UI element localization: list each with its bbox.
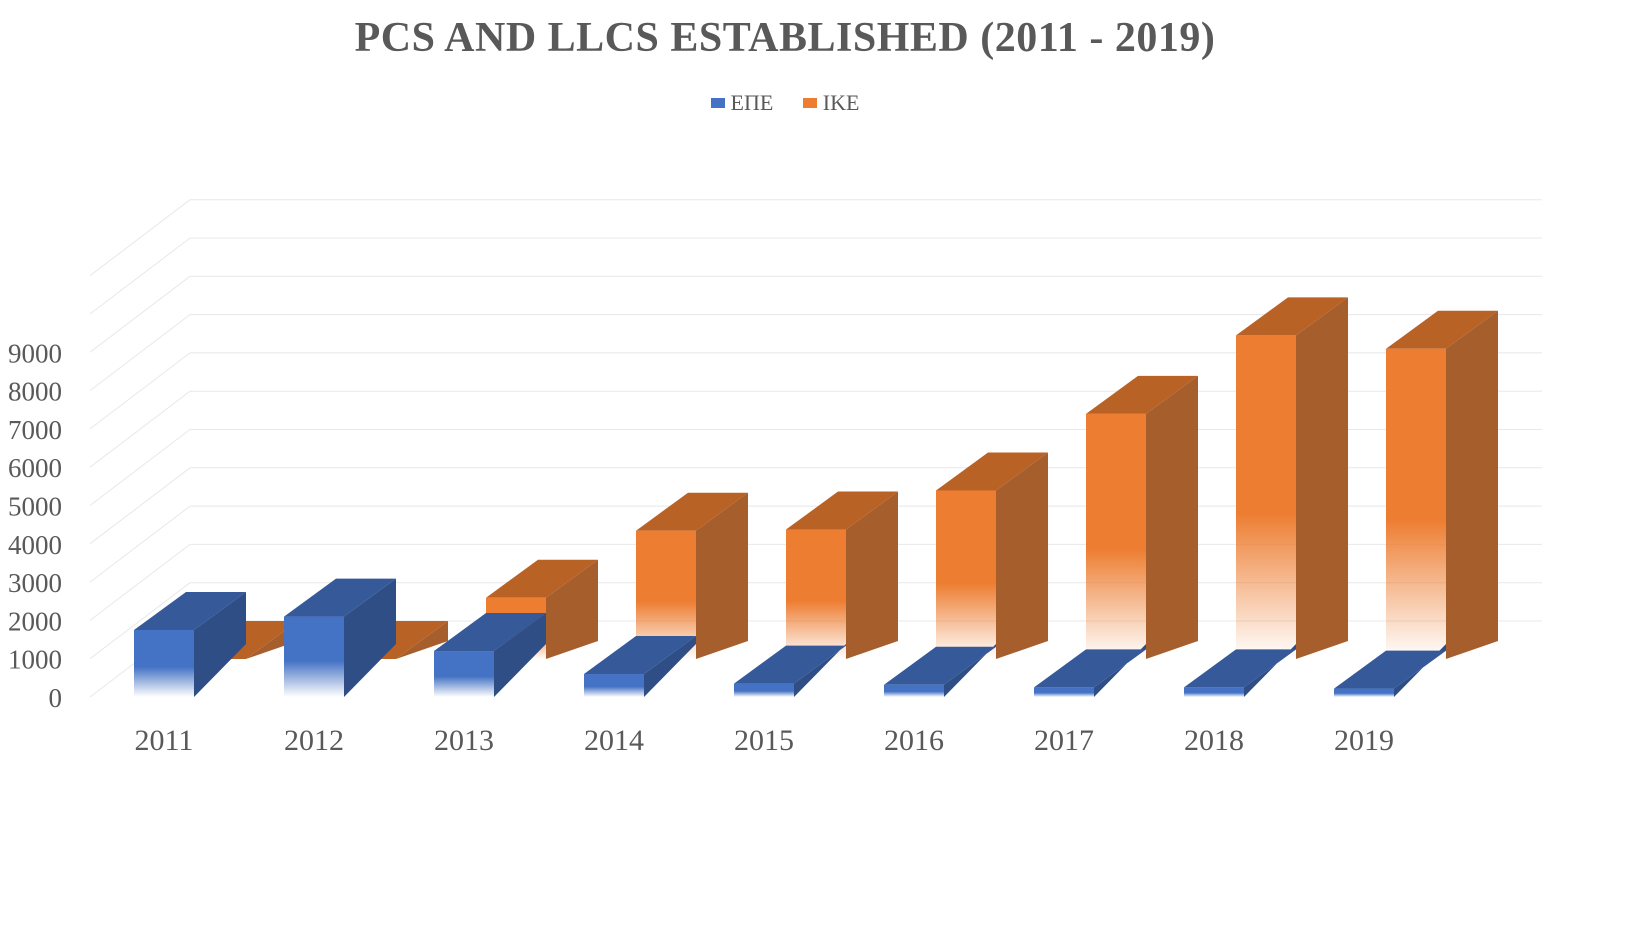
legend-label-epe: ΕΠΕ <box>730 90 774 115</box>
gridline-side <box>89 582 191 660</box>
x-tick-label: 2011 <box>135 724 194 757</box>
gridline-side <box>89 314 191 391</box>
x-tick-label: 2015 <box>734 724 794 757</box>
bar-ike-2017 <box>1086 375 1198 659</box>
y-tick-label: 4000 <box>8 530 62 560</box>
bar-epe-2017 <box>1034 644 1146 697</box>
legend-swatch-ike <box>802 98 817 108</box>
y-tick-label: 1000 <box>8 645 62 675</box>
legend-item-ike: ΙΚΕ <box>802 90 860 116</box>
bar-ike-2019 <box>1386 310 1498 659</box>
bar-epe-2016 <box>884 644 996 697</box>
x-tick-label: 2017 <box>1034 724 1094 757</box>
bar-epe-2012 <box>284 578 396 697</box>
y-tick-label: 9000 <box>8 338 62 368</box>
bar-epe-2014 <box>584 636 696 697</box>
chart-title: PCS AND LLCS ESTABLISHED (2011 - 2019) <box>354 15 1216 61</box>
y-tick-label: 5000 <box>8 492 62 522</box>
gridline-side <box>89 199 191 277</box>
x-tick-label: 2019 <box>1334 724 1394 757</box>
bar-epe-2015 <box>734 644 846 697</box>
bar-epe-2013 <box>434 613 546 697</box>
bar-ike-2016 <box>936 452 1048 659</box>
y-tick-label: 2000 <box>8 606 62 636</box>
bar-epe-2011 <box>134 591 246 697</box>
bar-epe-2019 <box>1334 644 1446 697</box>
gridline-side <box>89 467 191 545</box>
x-tick-label: 2012 <box>284 724 344 757</box>
x-tick-label: 2013 <box>434 724 494 757</box>
bar-ike-2018 <box>1236 297 1348 659</box>
gridline-side <box>89 237 191 315</box>
x-tick-label: 2016 <box>884 724 944 757</box>
x-tick-label: 2018 <box>1184 724 1244 757</box>
gridline-side <box>89 544 191 621</box>
gridline-side <box>89 505 191 583</box>
y-tick-label: 3000 <box>8 568 62 598</box>
legend-swatch-epe <box>710 98 725 108</box>
gridline-side <box>89 390 191 468</box>
bar-epe-2018 <box>1184 644 1296 697</box>
bar-ike-2015 <box>786 491 898 659</box>
gridline-side <box>89 429 191 506</box>
y-tick-label: 0 <box>49 683 63 713</box>
legend-label-ike: ΙΚΕ <box>822 90 860 115</box>
x-tick-label: 2014 <box>584 724 644 757</box>
bar-ike-2014 <box>636 492 748 659</box>
legend: ΕΠΕ ΙΚΕ <box>0 90 1570 116</box>
y-tick-label: 6000 <box>8 453 62 483</box>
gridline-side <box>89 352 191 430</box>
legend-item-epe: ΕΠΕ <box>710 90 774 116</box>
y-tick-label: 8000 <box>8 377 62 407</box>
y-tick-label: 7000 <box>8 415 62 445</box>
gridline-side <box>89 275 191 353</box>
